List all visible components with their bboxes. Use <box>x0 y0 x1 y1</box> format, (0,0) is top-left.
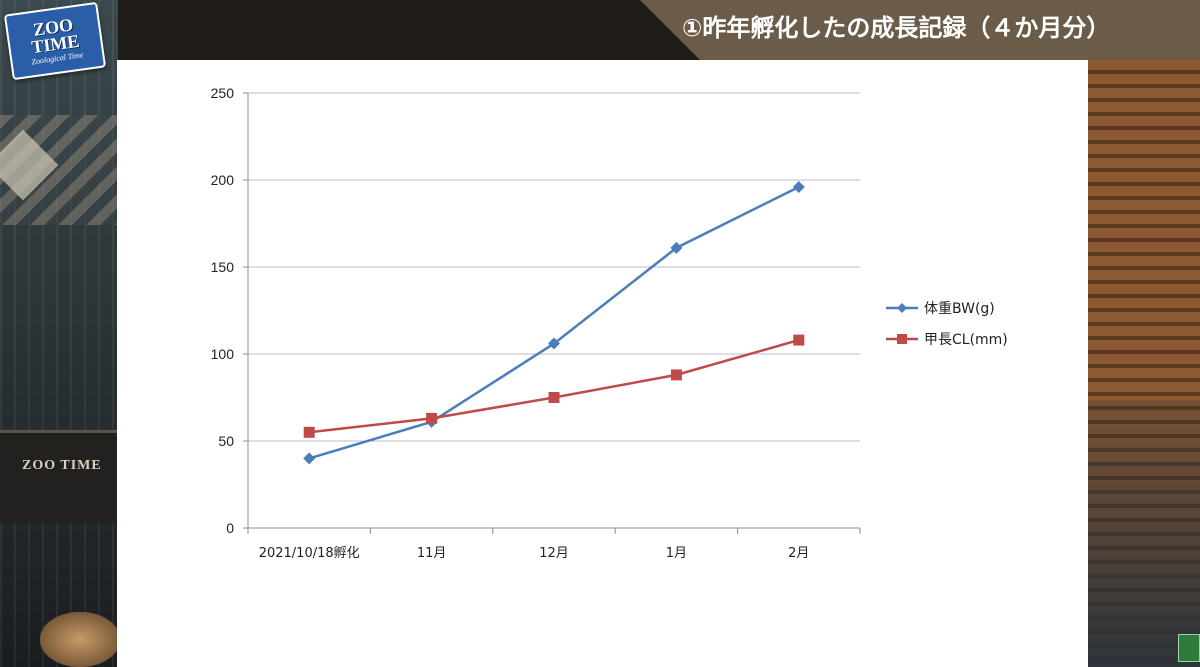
zoo-time-logo: ZOO TIME Zoological Time <box>3 1 107 81</box>
y-tick-label-200: 200 <box>211 172 235 188</box>
y-tick-label-50: 50 <box>218 433 234 449</box>
x-tick-label-2: 12月 <box>539 546 569 561</box>
data-point-s1-4 <box>793 334 805 346</box>
y-tick-label-150: 150 <box>211 259 235 275</box>
y-tick-label-100: 100 <box>211 346 235 362</box>
background-chair <box>0 430 118 523</box>
data-point-s1-1 <box>426 412 438 424</box>
y-tick-label-250: 250 <box>211 85 235 101</box>
x-tick-label-1: 11月 <box>417 546 447 561</box>
data-point-s0-0 <box>303 452 316 465</box>
data-point-s1-2 <box>548 392 560 403</box>
x-tick-label-0: 2021/10/18孵化 <box>259 546 360 561</box>
growth-chart: 0 50 100 150 200 250 2021/10/18孵化 11月 12月 1月 2月 体重B… <box>211 85 1008 561</box>
green-status-icon <box>1178 634 1200 662</box>
chair-label: ZOO TIME <box>22 458 102 473</box>
data-point-s0-3 <box>670 241 683 254</box>
x-tick-label-3: 1月 <box>666 546 687 561</box>
legend-marker-0 <box>897 303 907 313</box>
legend-label-1: 甲長CL(mm) <box>924 332 1008 348</box>
chart-slide: 0 50 100 150 200 250 2021/10/18孵化 11月 12月 1月 2月 体重B… <box>117 60 1088 667</box>
data-point-s1-0 <box>303 426 315 438</box>
legend-label-0: 体重BW(g) <box>924 301 995 317</box>
data-point-s0-2 <box>548 337 560 350</box>
title-banner <box>640 0 1200 60</box>
background-object <box>40 612 120 667</box>
y-tick-label-0: 0 <box>226 520 234 536</box>
series-line-0 <box>308 185 800 460</box>
x-tick-label-4: 2月 <box>788 546 809 561</box>
legend-marker-1 <box>897 334 907 344</box>
data-point-s0-4 <box>792 180 805 193</box>
background-left-textile <box>0 0 118 667</box>
data-point-s1-3 <box>670 369 682 381</box>
background-right-person <box>1088 400 1200 667</box>
banner-title: ①昨年孵化したの成長記録（４か月分） <box>682 14 1111 42</box>
